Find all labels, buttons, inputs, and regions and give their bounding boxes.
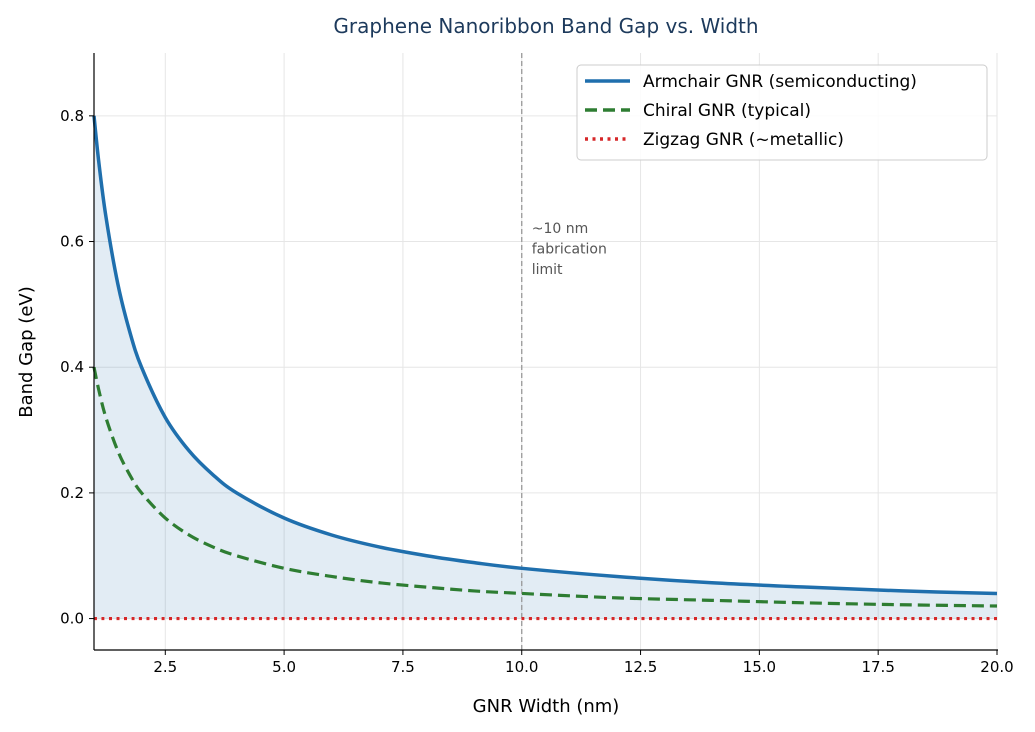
x-tick-label: 7.5 <box>391 658 415 676</box>
annotation: ~10 nm fabrication limit <box>521 53 612 650</box>
legend-label: Chiral GNR (typical) <box>643 101 811 121</box>
y-tick-label: 0.6 <box>60 233 84 251</box>
x-tick-label: 12.5 <box>624 658 657 676</box>
legend-label: Armchair GNR (semiconducting) <box>643 72 917 92</box>
chart-title: Graphene Nanoribbon Band Gap vs. Width <box>333 14 758 38</box>
y-tick-label: 0.0 <box>60 610 84 628</box>
axes <box>93 53 998 651</box>
x-tick-label: 5.0 <box>272 658 296 676</box>
x-tick-label: 15.0 <box>743 658 776 676</box>
y-axis-label: Band Gap (eV) <box>16 286 37 418</box>
ticks: 2.5 5.0 7.5 10.0 12.5 15.0 17.5 20.0 0.0 0.2 0.4 0.… <box>60 107 1014 676</box>
x-tick-label: 10.0 <box>505 658 538 676</box>
x-tick-label: 2.5 <box>153 658 177 676</box>
annotation-line: limit <box>532 262 563 278</box>
y-tick-label: 0.8 <box>60 107 84 125</box>
series-lines <box>92 115 998 621</box>
fabrication-limit-label: ~10 nm fabrication limit <box>532 221 612 278</box>
armchair-fill-area <box>94 115 997 619</box>
x-axis-label: GNR Width (nm) <box>473 696 620 717</box>
x-tick-label: 17.5 <box>861 658 894 676</box>
series-line-1 <box>92 366 998 608</box>
legend-label: Zigzag GNR (~metallic) <box>643 130 844 150</box>
legend: Armchair GNR (semiconducting) Chiral GNR … <box>576 64 988 161</box>
x-tick-label: 20.0 <box>980 658 1013 676</box>
y-tick-label: 0.4 <box>60 358 84 376</box>
annotation-line: ~10 nm <box>532 221 589 237</box>
y-tick-label: 0.2 <box>60 484 84 502</box>
legend-box <box>576 64 988 161</box>
annotation-line: fabrication <box>532 242 607 258</box>
area-fill <box>94 115 997 619</box>
series-line-0 <box>92 115 998 596</box>
